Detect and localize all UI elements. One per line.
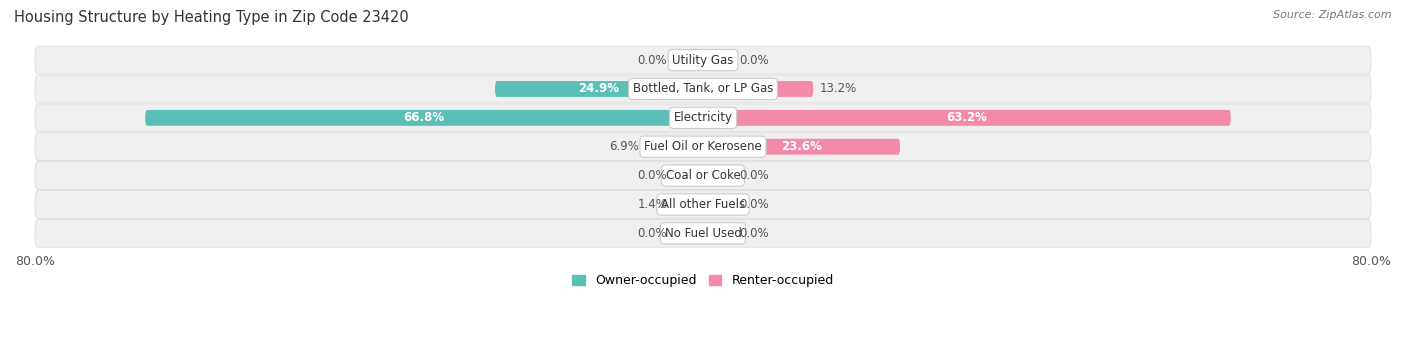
FancyBboxPatch shape <box>703 81 813 97</box>
Text: 24.9%: 24.9% <box>578 83 620 95</box>
Text: 0.0%: 0.0% <box>637 169 666 182</box>
Text: 0.0%: 0.0% <box>740 198 769 211</box>
FancyBboxPatch shape <box>703 110 1230 126</box>
FancyBboxPatch shape <box>35 104 1371 132</box>
Text: Source: ZipAtlas.com: Source: ZipAtlas.com <box>1274 10 1392 20</box>
Text: No Fuel Used: No Fuel Used <box>665 227 741 240</box>
Text: 66.8%: 66.8% <box>404 112 444 124</box>
FancyBboxPatch shape <box>703 139 900 155</box>
FancyBboxPatch shape <box>703 225 733 241</box>
Text: Electricity: Electricity <box>673 112 733 124</box>
FancyBboxPatch shape <box>35 46 1371 74</box>
Text: 0.0%: 0.0% <box>740 169 769 182</box>
Text: All other Fuels: All other Fuels <box>661 198 745 211</box>
FancyBboxPatch shape <box>645 139 703 155</box>
Text: 13.2%: 13.2% <box>820 83 858 95</box>
Text: 6.9%: 6.9% <box>609 140 638 153</box>
FancyBboxPatch shape <box>145 110 703 126</box>
Text: 0.0%: 0.0% <box>740 54 769 66</box>
Text: 1.4%: 1.4% <box>637 198 666 211</box>
Text: 0.0%: 0.0% <box>637 54 666 66</box>
FancyBboxPatch shape <box>673 196 703 212</box>
FancyBboxPatch shape <box>35 162 1371 190</box>
Text: 0.0%: 0.0% <box>637 227 666 240</box>
Text: Housing Structure by Heating Type in Zip Code 23420: Housing Structure by Heating Type in Zip… <box>14 10 409 25</box>
FancyBboxPatch shape <box>35 133 1371 161</box>
FancyBboxPatch shape <box>495 81 703 97</box>
FancyBboxPatch shape <box>703 196 733 212</box>
FancyBboxPatch shape <box>673 225 703 241</box>
Legend: Owner-occupied, Renter-occupied: Owner-occupied, Renter-occupied <box>568 269 838 292</box>
Text: Bottled, Tank, or LP Gas: Bottled, Tank, or LP Gas <box>633 83 773 95</box>
FancyBboxPatch shape <box>35 191 1371 218</box>
FancyBboxPatch shape <box>35 220 1371 247</box>
Text: Utility Gas: Utility Gas <box>672 54 734 66</box>
FancyBboxPatch shape <box>703 168 733 183</box>
Text: Fuel Oil or Kerosene: Fuel Oil or Kerosene <box>644 140 762 153</box>
Text: 63.2%: 63.2% <box>946 112 987 124</box>
FancyBboxPatch shape <box>673 52 703 68</box>
Text: Coal or Coke: Coal or Coke <box>665 169 741 182</box>
FancyBboxPatch shape <box>673 168 703 183</box>
Text: 23.6%: 23.6% <box>782 140 823 153</box>
Text: 0.0%: 0.0% <box>740 227 769 240</box>
FancyBboxPatch shape <box>703 52 733 68</box>
FancyBboxPatch shape <box>35 75 1371 103</box>
